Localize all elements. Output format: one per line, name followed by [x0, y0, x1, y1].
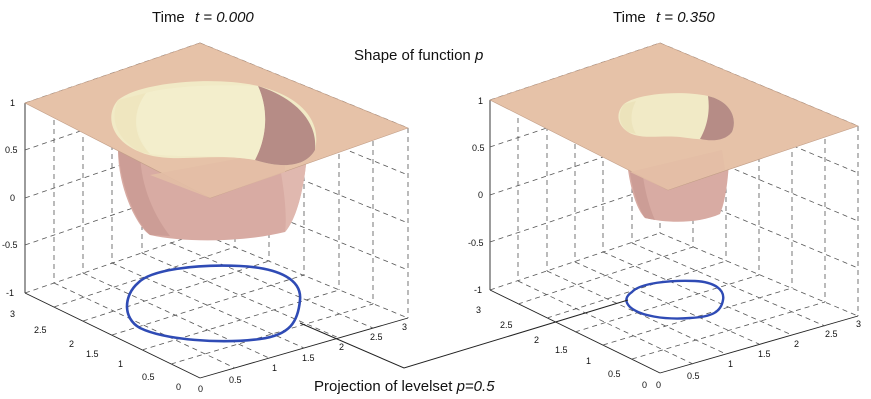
svg-text:1: 1	[118, 359, 123, 369]
svg-text:1.5: 1.5	[86, 349, 99, 359]
svg-text:1.5: 1.5	[302, 353, 315, 363]
svg-text:0.5: 0.5	[608, 369, 621, 379]
svg-text:-1: -1	[6, 288, 14, 298]
svg-text:2: 2	[794, 339, 799, 349]
svg-text:0: 0	[10, 193, 15, 203]
svg-text:0: 0	[176, 382, 181, 392]
left-z-tick-labels: 1 0.5 0 -0.5 -1	[2, 98, 18, 298]
svg-text:1.5: 1.5	[555, 345, 568, 355]
svg-text:3: 3	[402, 322, 407, 332]
svg-text:1: 1	[272, 363, 277, 373]
left-floor-grid	[24, 242, 409, 379]
svg-text:1: 1	[586, 356, 591, 366]
svg-text:2.5: 2.5	[500, 320, 513, 330]
svg-text:0.5: 0.5	[472, 143, 485, 153]
svg-text:0: 0	[656, 380, 661, 390]
svg-text:3: 3	[856, 319, 861, 329]
svg-text:0.5: 0.5	[229, 375, 242, 385]
svg-text:1.5: 1.5	[758, 349, 771, 359]
svg-text:2: 2	[69, 339, 74, 349]
svg-text:1: 1	[478, 96, 483, 106]
svg-text:2.5: 2.5	[370, 332, 383, 342]
pointer-line	[299, 299, 629, 369]
right-y-tick-labels: 3 2.5 2 1.5 1 0.5 0	[476, 305, 647, 390]
svg-text:-0.5: -0.5	[2, 240, 18, 250]
svg-text:3: 3	[10, 309, 15, 319]
right-z-tick-labels: 1 0.5 0 -0.5 -1	[468, 96, 485, 295]
svg-text:1: 1	[10, 98, 15, 108]
right-3d-plot: 1 0.5 0 -0.5 -1 3 2.5 2 1.5 1 0.5 0 0 0.…	[468, 42, 861, 390]
svg-text:-0.5: -0.5	[468, 238, 484, 248]
right-bowl-opening	[618, 93, 734, 140]
svg-text:-1: -1	[474, 285, 482, 295]
left-3d-plot: 1 0.5 0 -0.5 -1 3 2.5 2 1.5 1 0.5 0 0 0.…	[2, 42, 409, 394]
svg-text:0: 0	[478, 190, 483, 200]
right-levelset-curve	[625, 279, 725, 320]
caption-projection-levelset: Projection of levelset p=0.5	[314, 378, 495, 395]
svg-text:3: 3	[476, 305, 481, 315]
right-x-tick-labels: 0 0.5 1 1.5 2 2.5 3	[656, 319, 861, 390]
svg-text:2.5: 2.5	[825, 329, 838, 339]
left-levelset-curve	[125, 264, 302, 343]
svg-text:2.5: 2.5	[34, 325, 47, 335]
svg-text:0.5: 0.5	[5, 145, 18, 155]
left-time-title: Time t = 0.000	[152, 9, 254, 26]
caption-shape-of-function: Shape of function p	[354, 47, 483, 64]
left-x-tick-labels: 0 0.5 1 1.5 2 2.5 3	[198, 322, 407, 394]
svg-text:0.5: 0.5	[687, 371, 700, 381]
svg-text:2: 2	[534, 335, 539, 345]
svg-text:1: 1	[728, 359, 733, 369]
right-time-title: Time t = 0.350	[613, 9, 715, 26]
left-y-tick-labels: 3 2.5 2 1.5 1 0.5 0	[10, 309, 181, 392]
svg-text:2: 2	[339, 342, 344, 352]
svg-text:0.5: 0.5	[142, 372, 155, 382]
svg-text:0: 0	[198, 384, 203, 394]
right-floor-grid	[489, 242, 859, 374]
svg-text:0: 0	[642, 380, 647, 390]
